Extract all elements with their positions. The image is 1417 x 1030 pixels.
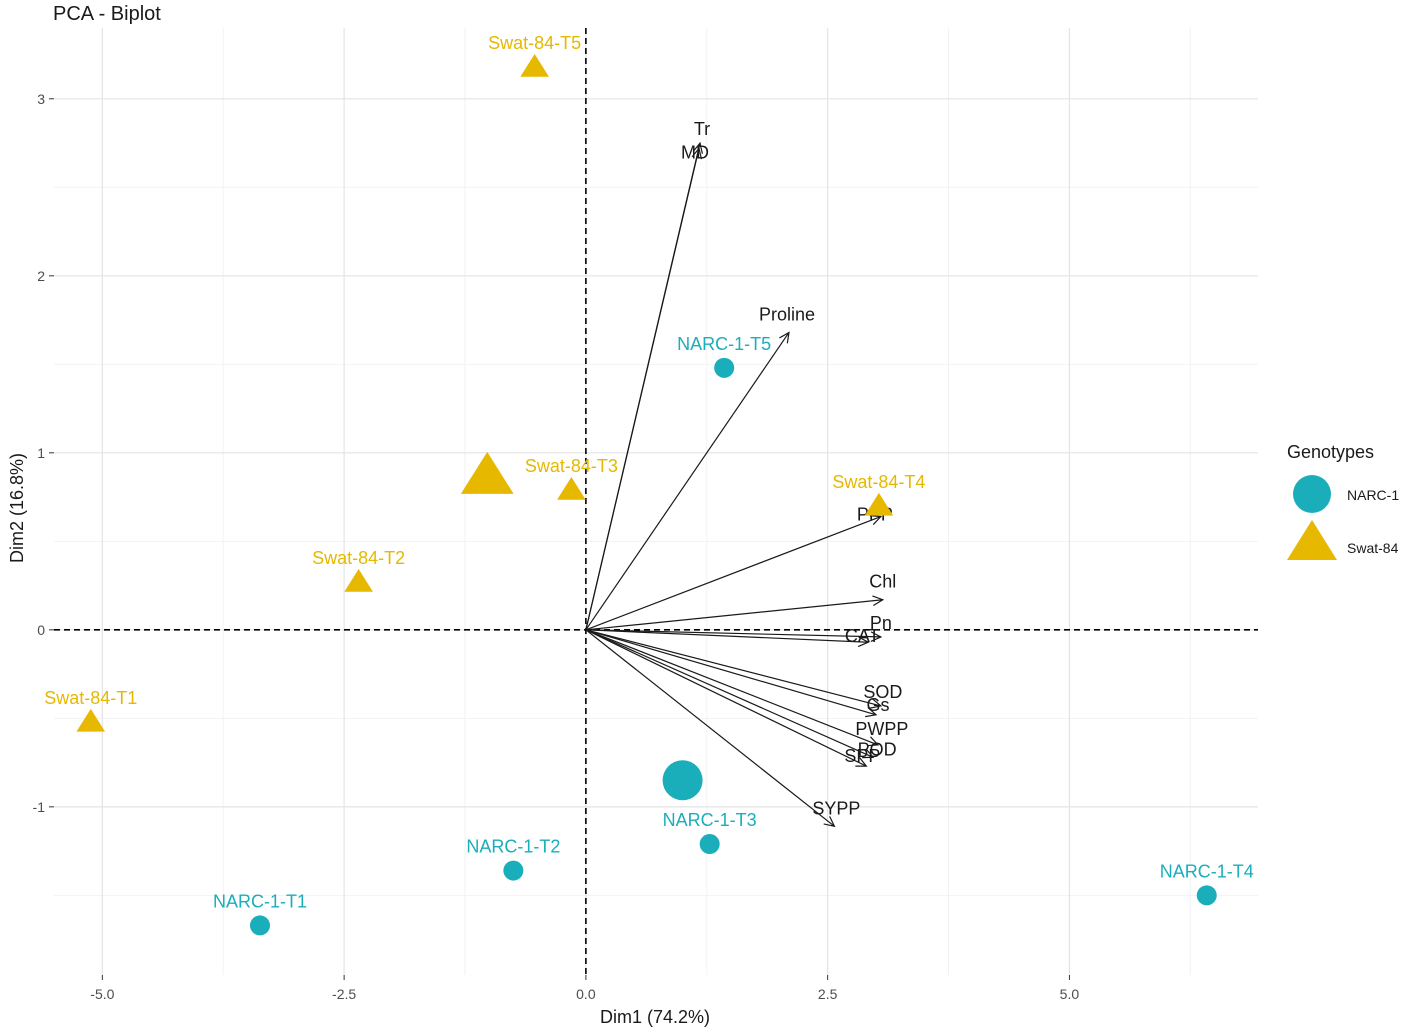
observation-points [76, 53, 1217, 936]
y-tick-label: 3 [37, 91, 45, 107]
chart-title: PCA - Biplot [53, 3, 161, 25]
variable-label-chl: Chl [869, 572, 896, 592]
variable-label-tr: Tr [694, 119, 710, 139]
point-narc-1-t3 [699, 834, 720, 855]
legend: Genotypes NARC-1 Swat-84 [1287, 442, 1399, 560]
point-label-swat-84-t4: Swat-84-T4 [832, 472, 925, 492]
arrow-ppp [585, 515, 882, 631]
variable-label-spp: SPP [844, 746, 880, 766]
variable-arrows: TrMDProlinePPPChlPnCATSODGsPWPPPODSPPSYP… [585, 119, 908, 828]
point-label-narc-1-t1: NARC-1-T1 [213, 891, 307, 911]
group-mean-narc-1 [662, 760, 703, 801]
variable-label-pod: POD [858, 739, 897, 759]
point-narc-1-t2 [503, 860, 524, 881]
arrow-md [585, 148, 700, 630]
variable-label-pn: Pn [870, 613, 892, 633]
arrow-sod [585, 629, 881, 707]
legend-label-swat-84: Swat-84 [1347, 540, 1399, 556]
arrowhead-sypp [823, 816, 836, 828]
point-label-swat-84-t5: Swat-84-T5 [488, 33, 581, 53]
point-narc-1-t5 [714, 357, 735, 378]
arrow-pod [585, 629, 874, 758]
arrowhead-pn [870, 631, 883, 643]
point-label-swat-84-t2: Swat-84-T2 [312, 548, 405, 568]
point-swat-84-t2 [344, 569, 373, 592]
arrowhead-chl [872, 595, 885, 607]
y-tick-label: 1 [37, 445, 45, 461]
arrowhead-spp [855, 757, 868, 767]
y-tick-label: -1 [33, 799, 46, 815]
arrow-spp [585, 629, 867, 767]
x-tick-label: 2.5 [818, 986, 838, 1002]
arrow-proline [585, 332, 790, 631]
y-tick-label: 0 [37, 622, 45, 638]
group-mean-swat-84 [460, 451, 514, 494]
point-label-narc-1-t2: NARC-1-T2 [466, 837, 560, 857]
legend-key-narc-1 [1293, 475, 1331, 513]
arrow-sypp [585, 629, 835, 827]
legend-title: Genotypes [1287, 442, 1374, 462]
grid-layer [54, 28, 1258, 975]
arrowhead-gs [865, 706, 878, 718]
point-swat-84-t5 [520, 53, 549, 77]
x-axis-title: Dim1 (74.2%) [600, 1007, 710, 1027]
point-narc-1-t1 [249, 915, 270, 936]
variable-label-sypp: SYPP [812, 798, 860, 818]
variable-label-proline: Proline [759, 304, 815, 324]
arrow-pn [585, 629, 881, 638]
point-label-swat-84-t1: Swat-84-T1 [44, 688, 137, 708]
legend-key-swat-84 [1287, 520, 1337, 560]
arrowhead-pwpp [866, 736, 880, 747]
x-tick-label: 0.0 [576, 986, 596, 1002]
point-label-narc-1-t4: NARC-1-T4 [1160, 861, 1254, 881]
arrowhead-tr [692, 141, 703, 154]
arrowhead-proline [779, 331, 790, 344]
point-swat-84-t3 [557, 476, 586, 500]
arrow-cat [585, 629, 869, 643]
variable-label-sod: SOD [863, 682, 902, 702]
arrow-pwpp [585, 629, 879, 746]
arrowhead-cat [857, 636, 870, 648]
arrowhead-sod [869, 698, 883, 709]
point-label-narc-1-t5: NARC-1-T5 [677, 334, 771, 354]
point-labels: NARC-1-T1 NARC-1-T2 NARC-1-T3 NARC-1-T4 NARC… [44, 33, 1254, 911]
arrowhead-pod [862, 748, 875, 759]
arrow-gs [585, 629, 877, 716]
variable-label-md: MD [681, 142, 709, 162]
y-axis-title: Dim2 (16.8%) [7, 453, 27, 563]
x-tick-label: -2.5 [332, 986, 356, 1002]
x-tick-label: 5.0 [1060, 986, 1080, 1002]
x-tick-label: -5.0 [90, 986, 114, 1002]
reference-lines [54, 28, 1258, 975]
arrowhead-ppp [869, 515, 883, 525]
axes: -5.0 -2.5 0.0 2.5 5.0 -1 0 1 2 3 [33, 91, 1080, 1002]
point-label-swat-84-t3: Swat-84-T3 [525, 456, 618, 476]
point-narc-1-t4 [1196, 885, 1217, 906]
point-swat-84-t4 [864, 492, 894, 516]
point-label-narc-1-t3: NARC-1-T3 [663, 810, 757, 830]
variable-label-pwpp: PWPP [855, 719, 908, 739]
variable-label-cat: CAT [845, 626, 880, 646]
arrow-chl [585, 599, 883, 631]
y-tick-label: 2 [37, 268, 45, 284]
variable-label-gs: Gs [867, 695, 890, 715]
arrowhead-md [691, 147, 703, 160]
point-swat-84-t1 [76, 708, 106, 732]
legend-label-narc-1: NARC-1 [1347, 487, 1399, 503]
